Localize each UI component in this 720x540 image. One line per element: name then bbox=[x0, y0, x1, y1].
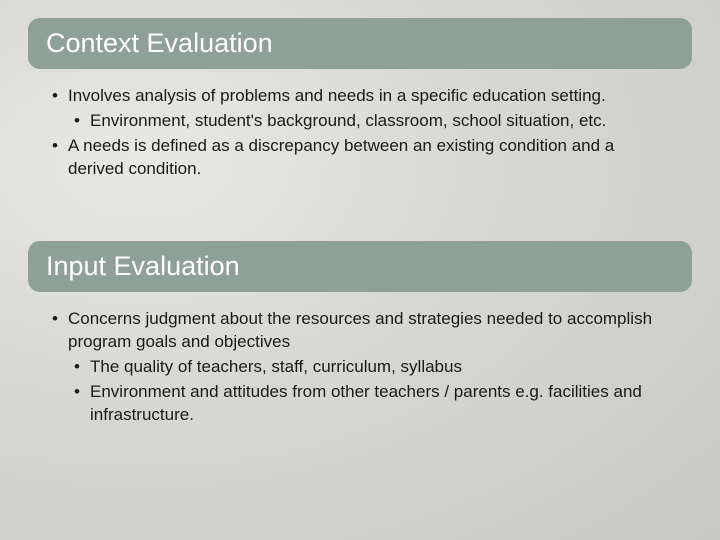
section2-body: Concerns judgment about the resources an… bbox=[28, 302, 692, 447]
section1-title: Context Evaluation bbox=[46, 28, 273, 58]
list-item: A needs is defined as a discrepancy betw… bbox=[48, 135, 672, 181]
list-item: The quality of teachers, staff, curricul… bbox=[70, 356, 672, 379]
section1-bullets: Involves analysis of problems and needs … bbox=[48, 85, 672, 181]
list-item: Concerns judgment about the resources an… bbox=[48, 308, 672, 354]
list-item: Environment and attitudes from other tea… bbox=[70, 381, 672, 427]
slide-container: Context Evaluation Involves analysis of … bbox=[0, 0, 720, 540]
list-item: Involves analysis of problems and needs … bbox=[48, 85, 672, 108]
section2-header: Input Evaluation bbox=[28, 241, 692, 292]
section1-header: Context Evaluation bbox=[28, 18, 692, 69]
section2-bullets: Concerns judgment about the resources an… bbox=[48, 308, 672, 427]
section-gap bbox=[28, 201, 692, 241]
section1-body: Involves analysis of problems and needs … bbox=[28, 79, 692, 201]
list-item: Environment, student's background, class… bbox=[70, 110, 672, 133]
section2-title: Input Evaluation bbox=[46, 251, 240, 281]
